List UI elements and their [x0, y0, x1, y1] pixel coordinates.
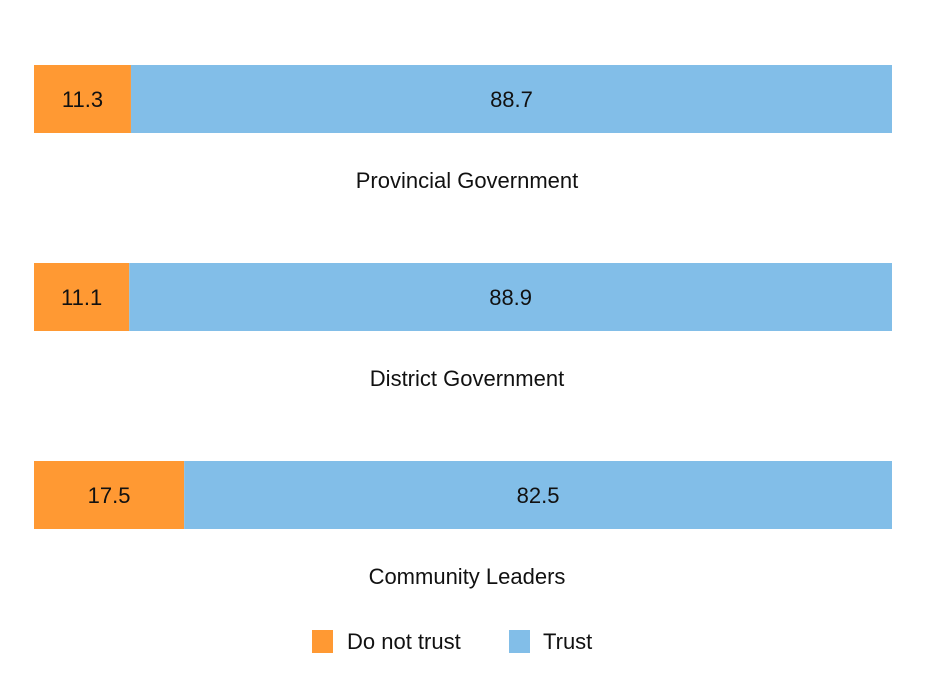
- bar-do-not-trust-1: [34, 263, 130, 331]
- category-label-0: Provincial Government: [356, 168, 579, 193]
- bar-trust-0: [130, 65, 893, 133]
- bars-group: 11.3 88.7 Provincial Government 11.1 88.9 Dis…: [34, 65, 893, 589]
- category-label-2: Community Leaders: [369, 564, 566, 589]
- legend-label-do-not-trust: Do not trust: [347, 629, 461, 654]
- bar-do-not-trust-2: [34, 461, 185, 529]
- data-label-trust-1: 88.9: [489, 285, 532, 310]
- data-label-do-not-trust-0: 11.3: [62, 87, 103, 112]
- bar-trust-1: [129, 263, 892, 331]
- legend-label-trust: Trust: [543, 629, 592, 654]
- category-label-1: District Government: [370, 366, 564, 391]
- data-label-do-not-trust-1: 11.1: [61, 285, 102, 310]
- bar-do-not-trust-0: [34, 65, 131, 133]
- legend: Do not trust Trust: [312, 629, 592, 654]
- bar-trust-2: [184, 461, 892, 529]
- data-label-do-not-trust-2: 17.5: [88, 483, 131, 508]
- data-label-trust-0: 88.7: [490, 87, 533, 112]
- legend-swatch-do-not-trust: [312, 630, 333, 653]
- data-label-trust-2: 82.5: [517, 483, 560, 508]
- legend-swatch-trust: [509, 630, 530, 653]
